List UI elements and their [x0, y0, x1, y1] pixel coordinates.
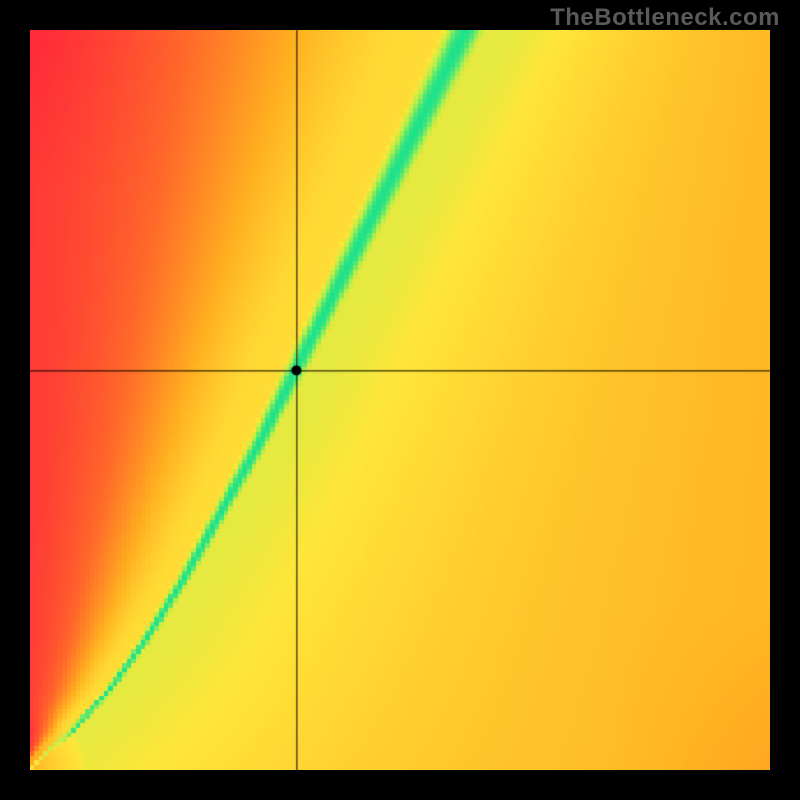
heatmap-canvas: [30, 30, 770, 770]
watermark: TheBottleneck.com: [550, 4, 780, 32]
chart-container: TheBottleneck.com: [0, 0, 800, 800]
